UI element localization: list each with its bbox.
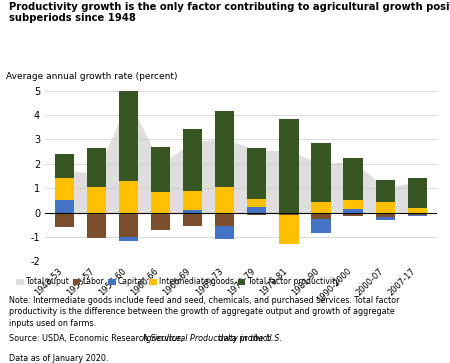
Bar bbox=[151, 192, 170, 213]
Bar bbox=[408, 208, 427, 213]
Bar bbox=[408, 179, 427, 208]
Bar bbox=[343, 209, 363, 213]
Bar bbox=[376, 217, 395, 220]
Bar bbox=[343, 213, 363, 216]
Bar bbox=[183, 213, 202, 226]
Bar bbox=[311, 202, 331, 213]
Bar bbox=[376, 213, 395, 217]
Text: Note: Intermediate goods include feed and seed, chemicals, and purchased service: Note: Intermediate goods include feed an… bbox=[9, 296, 400, 328]
Bar bbox=[183, 191, 202, 210]
Bar bbox=[247, 207, 266, 213]
Bar bbox=[54, 200, 74, 213]
Bar bbox=[54, 154, 74, 179]
Bar bbox=[151, 147, 170, 192]
Bar bbox=[279, 119, 298, 213]
Bar bbox=[311, 219, 331, 233]
Bar bbox=[376, 202, 395, 213]
Bar bbox=[215, 111, 234, 187]
Bar bbox=[119, 181, 138, 213]
Bar bbox=[247, 213, 266, 215]
Text: Agricultural Productivity in the U.S.: Agricultural Productivity in the U.S. bbox=[142, 334, 283, 343]
Bar bbox=[279, 215, 298, 244]
Legend: Total ouput, Labor, Capital, Intermediate goods, Total factor productivity: Total ouput, Labor, Capital, Intermediat… bbox=[13, 274, 342, 289]
Bar bbox=[119, 237, 138, 241]
Bar bbox=[183, 129, 202, 191]
Bar bbox=[376, 180, 395, 201]
Bar bbox=[54, 179, 74, 200]
Text: data product.: data product. bbox=[216, 334, 273, 343]
Bar bbox=[151, 213, 170, 230]
Bar bbox=[87, 148, 106, 187]
Text: Source: USDA, Economic Research Service,: Source: USDA, Economic Research Service, bbox=[9, 334, 185, 343]
Bar bbox=[215, 226, 234, 240]
Text: Productivity growth is the only factor contributing to agricultural growth posit: Productivity growth is the only factor c… bbox=[9, 2, 450, 12]
Bar bbox=[247, 148, 266, 199]
Bar bbox=[279, 213, 298, 215]
Bar bbox=[87, 213, 106, 238]
Bar bbox=[119, 71, 138, 181]
Bar bbox=[247, 199, 266, 207]
Bar bbox=[408, 213, 427, 215]
Bar bbox=[343, 158, 363, 200]
Text: Data as of January 2020.: Data as of January 2020. bbox=[9, 354, 108, 363]
Bar bbox=[183, 210, 202, 213]
Bar bbox=[215, 213, 234, 226]
Bar bbox=[54, 213, 74, 227]
Bar bbox=[87, 187, 106, 213]
Text: subperiods since 1948: subperiods since 1948 bbox=[9, 13, 136, 23]
Bar bbox=[343, 200, 363, 209]
Bar bbox=[311, 143, 331, 201]
Bar bbox=[311, 213, 331, 219]
Text: Average annual growth rate (percent): Average annual growth rate (percent) bbox=[6, 72, 177, 81]
Bar bbox=[119, 213, 138, 237]
Bar bbox=[408, 215, 427, 216]
Bar bbox=[215, 187, 234, 213]
